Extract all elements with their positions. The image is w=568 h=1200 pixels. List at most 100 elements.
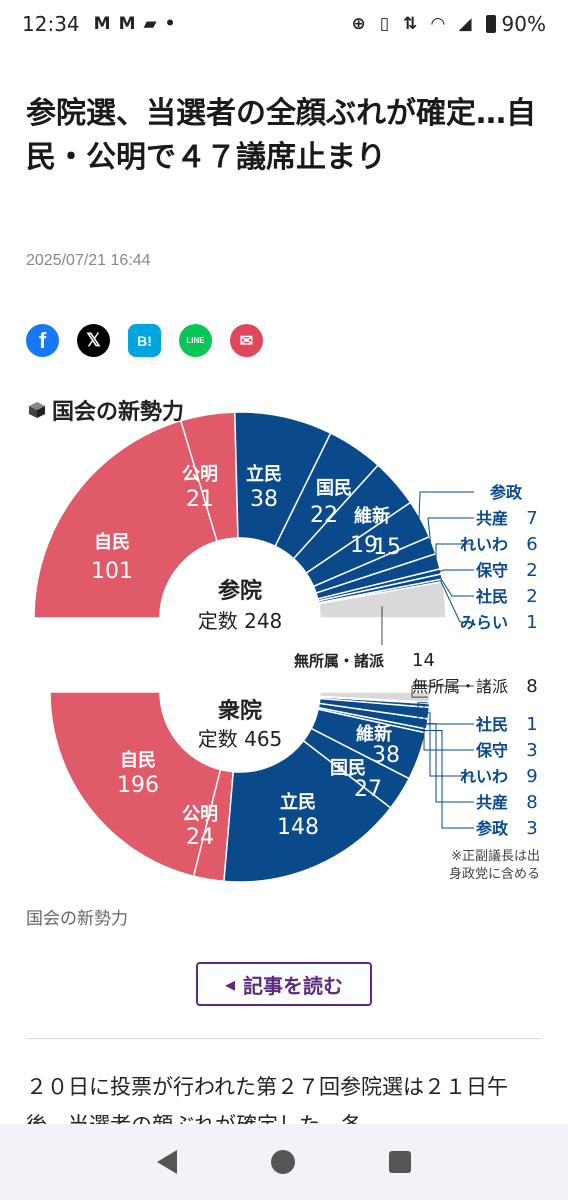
back-icon[interactable]	[157, 1150, 177, 1174]
upper-leader-7	[435, 543, 474, 562]
upper-out-value-9: 2	[526, 586, 537, 607]
news-app-icon: ▰	[143, 14, 157, 34]
upper-out-value-6: 7	[526, 508, 537, 529]
figure-title: 国会の新勢力	[28, 394, 184, 426]
lower-center-label: 衆院	[218, 698, 262, 724]
upper-value-2: 38	[250, 487, 278, 512]
cube-icon	[29, 402, 45, 418]
upper-independent-label: 無所属・諸派	[294, 652, 385, 670]
lower-value-2: 148	[277, 815, 319, 840]
read-article-label: 記事を読む	[243, 973, 344, 998]
upper-out-label-10: みらい	[460, 613, 508, 632]
upper-value-4: 19	[350, 533, 378, 558]
upper-total-label: 定数 248	[198, 609, 283, 633]
lower-leader-7	[426, 712, 474, 777]
lower-note-line1: ※正副議長は出	[451, 849, 540, 864]
lower-out-label-9: 社民	[475, 715, 508, 734]
lower-out-value-9: 1	[526, 714, 537, 735]
upper-out-label-7: れいわ	[460, 535, 508, 554]
lower-out-value-8: 3	[526, 740, 537, 761]
line-share-button[interactable]: LINE	[179, 324, 212, 357]
upper-leader-10	[440, 580, 474, 623]
upper-label-2: 立民	[246, 463, 282, 485]
upper-out-label-6: 共産	[476, 509, 508, 528]
slice-lower-0	[49, 691, 222, 878]
lower-label-0: 自民	[120, 749, 156, 771]
upper-out-label-5: 参政	[490, 483, 523, 502]
lower-note-line2: 身政党に含める	[449, 866, 540, 882]
upper-leader-5	[418, 491, 474, 521]
vibrate-icon: ▯	[379, 14, 390, 34]
upper-leader-8	[438, 569, 474, 573]
recent-apps-icon[interactable]	[389, 1151, 411, 1173]
lower-total-label: 定数 465	[198, 727, 283, 751]
lower-value-0: 196	[117, 773, 159, 798]
share-row: f 𝕏 B! LINE ✉	[26, 324, 263, 357]
figure-parliament-chart[interactable]: 自民 101 公明 21 立民 38 国民 22 維新 19 15 参政 共産 7 れいわ 6 保守 2 社民 2 みら…	[22, 390, 548, 890]
upper-out-label-9: 社民	[475, 587, 508, 606]
dot-icon: •	[164, 14, 176, 34]
lower-out-label-10: 無所属・諸派	[412, 677, 508, 696]
upper-leader-9	[439, 576, 474, 597]
status-time: 12:34	[22, 12, 80, 36]
lower-value-3: 27	[354, 777, 382, 802]
lower-value-4: 38	[372, 743, 400, 768]
lower-out-value-6: 8	[526, 792, 537, 813]
lower-leader-9	[417, 702, 474, 725]
status-right: ⊕ ▯ ⇅ ◠ ◢ 90%	[352, 12, 546, 36]
battery-percent: 90%	[501, 12, 546, 36]
home-icon[interactable]	[271, 1150, 295, 1174]
upper-label-1: 公明	[182, 464, 218, 485]
upper-out-value-10: 1	[526, 612, 537, 633]
article-date: 2025/07/21 16:44	[26, 252, 151, 269]
signal-icon: ◢	[458, 14, 472, 34]
slice-upper-11	[317, 580, 447, 619]
upper-out-label-8: 保守	[475, 561, 508, 580]
lower-out-value-5: 3	[526, 818, 537, 839]
status-bar: 12:34 M M ▰ • ⊕ ▯ ⇅ ◠ ◢ 90%	[0, 0, 568, 48]
lower-leader-10	[411, 685, 474, 698]
lower-label-2: 立民	[280, 791, 316, 813]
slice-lower-10	[319, 691, 431, 704]
nav-bar	[0, 1124, 568, 1200]
upper-leader-6	[427, 517, 474, 546]
lower-out-label-5: 参政	[476, 819, 509, 838]
read-article-button[interactable]: ◂ 記事を読む	[196, 962, 372, 1006]
figure-title-text: 国会の新勢力	[52, 400, 185, 425]
slice-lower-3	[302, 727, 411, 809]
slice-lower-1	[192, 768, 235, 883]
gmail-icon: M	[93, 14, 111, 34]
wifi-icon: ◠	[431, 14, 445, 34]
lower-out-value-10: 8	[526, 676, 537, 697]
upper-out-value-7: 6	[526, 534, 537, 555]
data-saver-icon: ⊕	[351, 14, 366, 34]
slice-upper-0	[33, 419, 218, 619]
lower-leader-8	[423, 704, 474, 751]
upper-value-1: 21	[186, 487, 214, 512]
lower-value-1: 24	[186, 825, 214, 850]
lower-label-1: 公明	[182, 804, 218, 825]
lower-out-label-7: れいわ	[460, 767, 508, 786]
upper-out-value-8: 2	[526, 560, 537, 581]
hatena-share-button[interactable]: B!	[128, 324, 161, 357]
upper-value-0: 101	[91, 559, 133, 584]
upper-independent-value: 14	[412, 650, 435, 671]
upper-value-5: 15	[373, 535, 401, 560]
article-headline: 参院選、当選者の全顔ぶれが確定…自民・公明で４７議席止まり	[26, 96, 536, 175]
divider	[26, 1038, 542, 1039]
upper-label-4: 維新	[354, 505, 390, 527]
upper-label-0: 自民	[94, 531, 130, 553]
facebook-share-button[interactable]: f	[26, 324, 59, 357]
mail-share-button[interactable]: ✉	[230, 324, 263, 357]
lower-label-3: 国民	[330, 758, 366, 779]
gmail-icon: M	[118, 14, 136, 34]
lower-leader-6	[425, 723, 474, 803]
x-share-button[interactable]: 𝕏	[77, 324, 110, 357]
upper-label-3: 国民	[316, 478, 352, 499]
lower-out-label-6: 共産	[476, 793, 508, 812]
data-arrows-icon: ⇅	[403, 14, 418, 34]
lower-out-label-8: 保守	[475, 741, 508, 760]
triangle-left-icon: ◂	[224, 972, 236, 996]
figure-caption: 国会の新勢力	[26, 909, 128, 929]
